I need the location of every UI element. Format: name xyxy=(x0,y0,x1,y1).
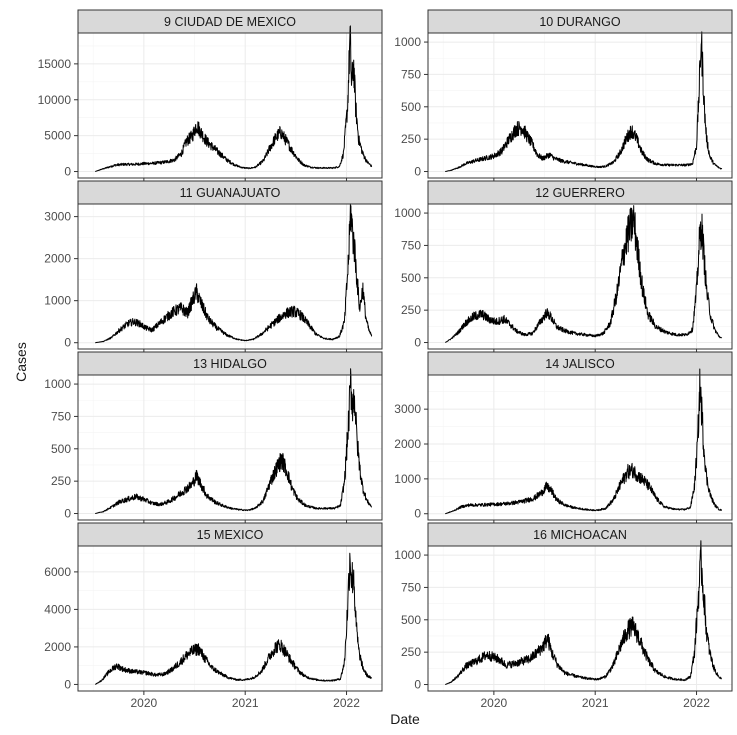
series-line xyxy=(445,540,722,685)
panel-border xyxy=(77,32,383,179)
series-line xyxy=(444,205,723,343)
panel-4: 13 HIDALGO 0 250 500 750 1000 xyxy=(44,351,383,524)
y-tick-label: 0 xyxy=(414,165,421,179)
y-tick-label: 15000 xyxy=(38,57,72,71)
y-tick-label: 250 xyxy=(51,474,71,488)
x-tick-label: 2020 xyxy=(131,696,158,710)
panel-border xyxy=(427,374,733,521)
panel-title: 13 HIDALGO xyxy=(193,357,267,371)
y-tick-label: 250 xyxy=(401,132,421,146)
panel-7: 16 MICHOACAN 0 250 500 750 1000 2020 2021 2022 xyxy=(394,522,733,710)
series-line xyxy=(95,203,373,344)
panel-5: 14 JALISCO 0 1000 2000 3000 xyxy=(394,351,733,524)
y-tick-label: 1000 xyxy=(44,377,71,391)
y-tick-label: 10000 xyxy=(38,93,72,107)
y-tick-label: 0 xyxy=(64,165,71,179)
series-line xyxy=(445,368,722,515)
panel-title: 12 GUERRERO xyxy=(535,186,625,200)
panel-3: 12 GUERRERO 0 250 500 750 1000 xyxy=(394,180,733,353)
panel-border xyxy=(77,545,383,692)
x-tick-label: 2020 xyxy=(481,696,508,710)
x-axis-title: Date xyxy=(390,711,420,727)
panel-border xyxy=(427,545,733,692)
y-tick-label: 1000 xyxy=(44,294,71,308)
y-tick-label: 250 xyxy=(401,645,421,659)
y-tick-label: 1000 xyxy=(394,35,421,49)
panel-title: 11 GUANAJUATO xyxy=(180,186,281,200)
x-tick-label: 2021 xyxy=(582,696,609,710)
series-line xyxy=(95,552,373,685)
panel-title: 16 MICHOACAN xyxy=(533,528,627,542)
panel-border xyxy=(427,32,733,179)
y-tick-label: 1000 xyxy=(394,548,421,562)
panel-border xyxy=(77,374,383,521)
x-tick-label: 2021 xyxy=(232,696,259,710)
panel-title: 9 CIUDAD DE MEXICO xyxy=(164,15,296,29)
y-tick-label: 5000 xyxy=(44,129,71,143)
panel-1: 10 DURANGO 0 250 500 750 1000 xyxy=(394,9,733,182)
x-tick-label: 2022 xyxy=(683,696,710,710)
y-tick-label: 500 xyxy=(401,271,421,285)
y-tick-label: 750 xyxy=(401,580,421,594)
y-tick-label: 500 xyxy=(401,613,421,627)
y-tick-label: 750 xyxy=(51,409,71,423)
y-tick-label: 1000 xyxy=(394,206,421,220)
panel-title: 14 JALISCO xyxy=(545,357,615,371)
panel-border xyxy=(427,203,733,350)
y-tick-label: 3000 xyxy=(44,210,71,224)
x-tick-label: 2022 xyxy=(333,696,360,710)
panel-6: 15 MEXICO 0 2000 4000 6000 2020 2021 2022 xyxy=(44,522,383,710)
y-tick-label: 0 xyxy=(414,678,421,692)
series-line xyxy=(95,25,373,172)
y-tick-label: 0 xyxy=(64,336,71,350)
y-tick-label: 250 xyxy=(401,303,421,317)
y-tick-label: 1000 xyxy=(394,472,421,486)
panel-0: 9 CIUDAD DE MEXICO 0 5000 10000 15000 xyxy=(38,9,383,182)
y-tick-label: 0 xyxy=(414,336,421,350)
y-tick-label: 0 xyxy=(64,677,71,691)
y-tick-label: 500 xyxy=(401,100,421,114)
panel-2: 11 GUANAJUATO 0 1000 2000 3000 xyxy=(44,180,383,353)
y-tick-label: 4000 xyxy=(44,602,71,616)
y-tick-label: 2000 xyxy=(394,437,421,451)
y-tick-label: 2000 xyxy=(44,640,71,654)
y-axis-title: Cases xyxy=(13,342,29,382)
y-tick-label: 6000 xyxy=(44,565,71,579)
series-line xyxy=(445,31,723,172)
y-tick-label: 0 xyxy=(414,507,421,521)
panel-title: 10 DURANGO xyxy=(539,15,621,29)
y-tick-label: 750 xyxy=(401,238,421,252)
y-tick-label: 500 xyxy=(51,442,71,456)
y-tick-label: 0 xyxy=(64,507,71,521)
y-tick-label: 3000 xyxy=(394,402,421,416)
y-tick-label: 750 xyxy=(401,67,421,81)
y-tick-label: 2000 xyxy=(44,252,71,266)
series-line xyxy=(95,368,372,514)
panel-title: 15 MEXICO xyxy=(197,528,264,542)
panel-border xyxy=(77,203,383,350)
